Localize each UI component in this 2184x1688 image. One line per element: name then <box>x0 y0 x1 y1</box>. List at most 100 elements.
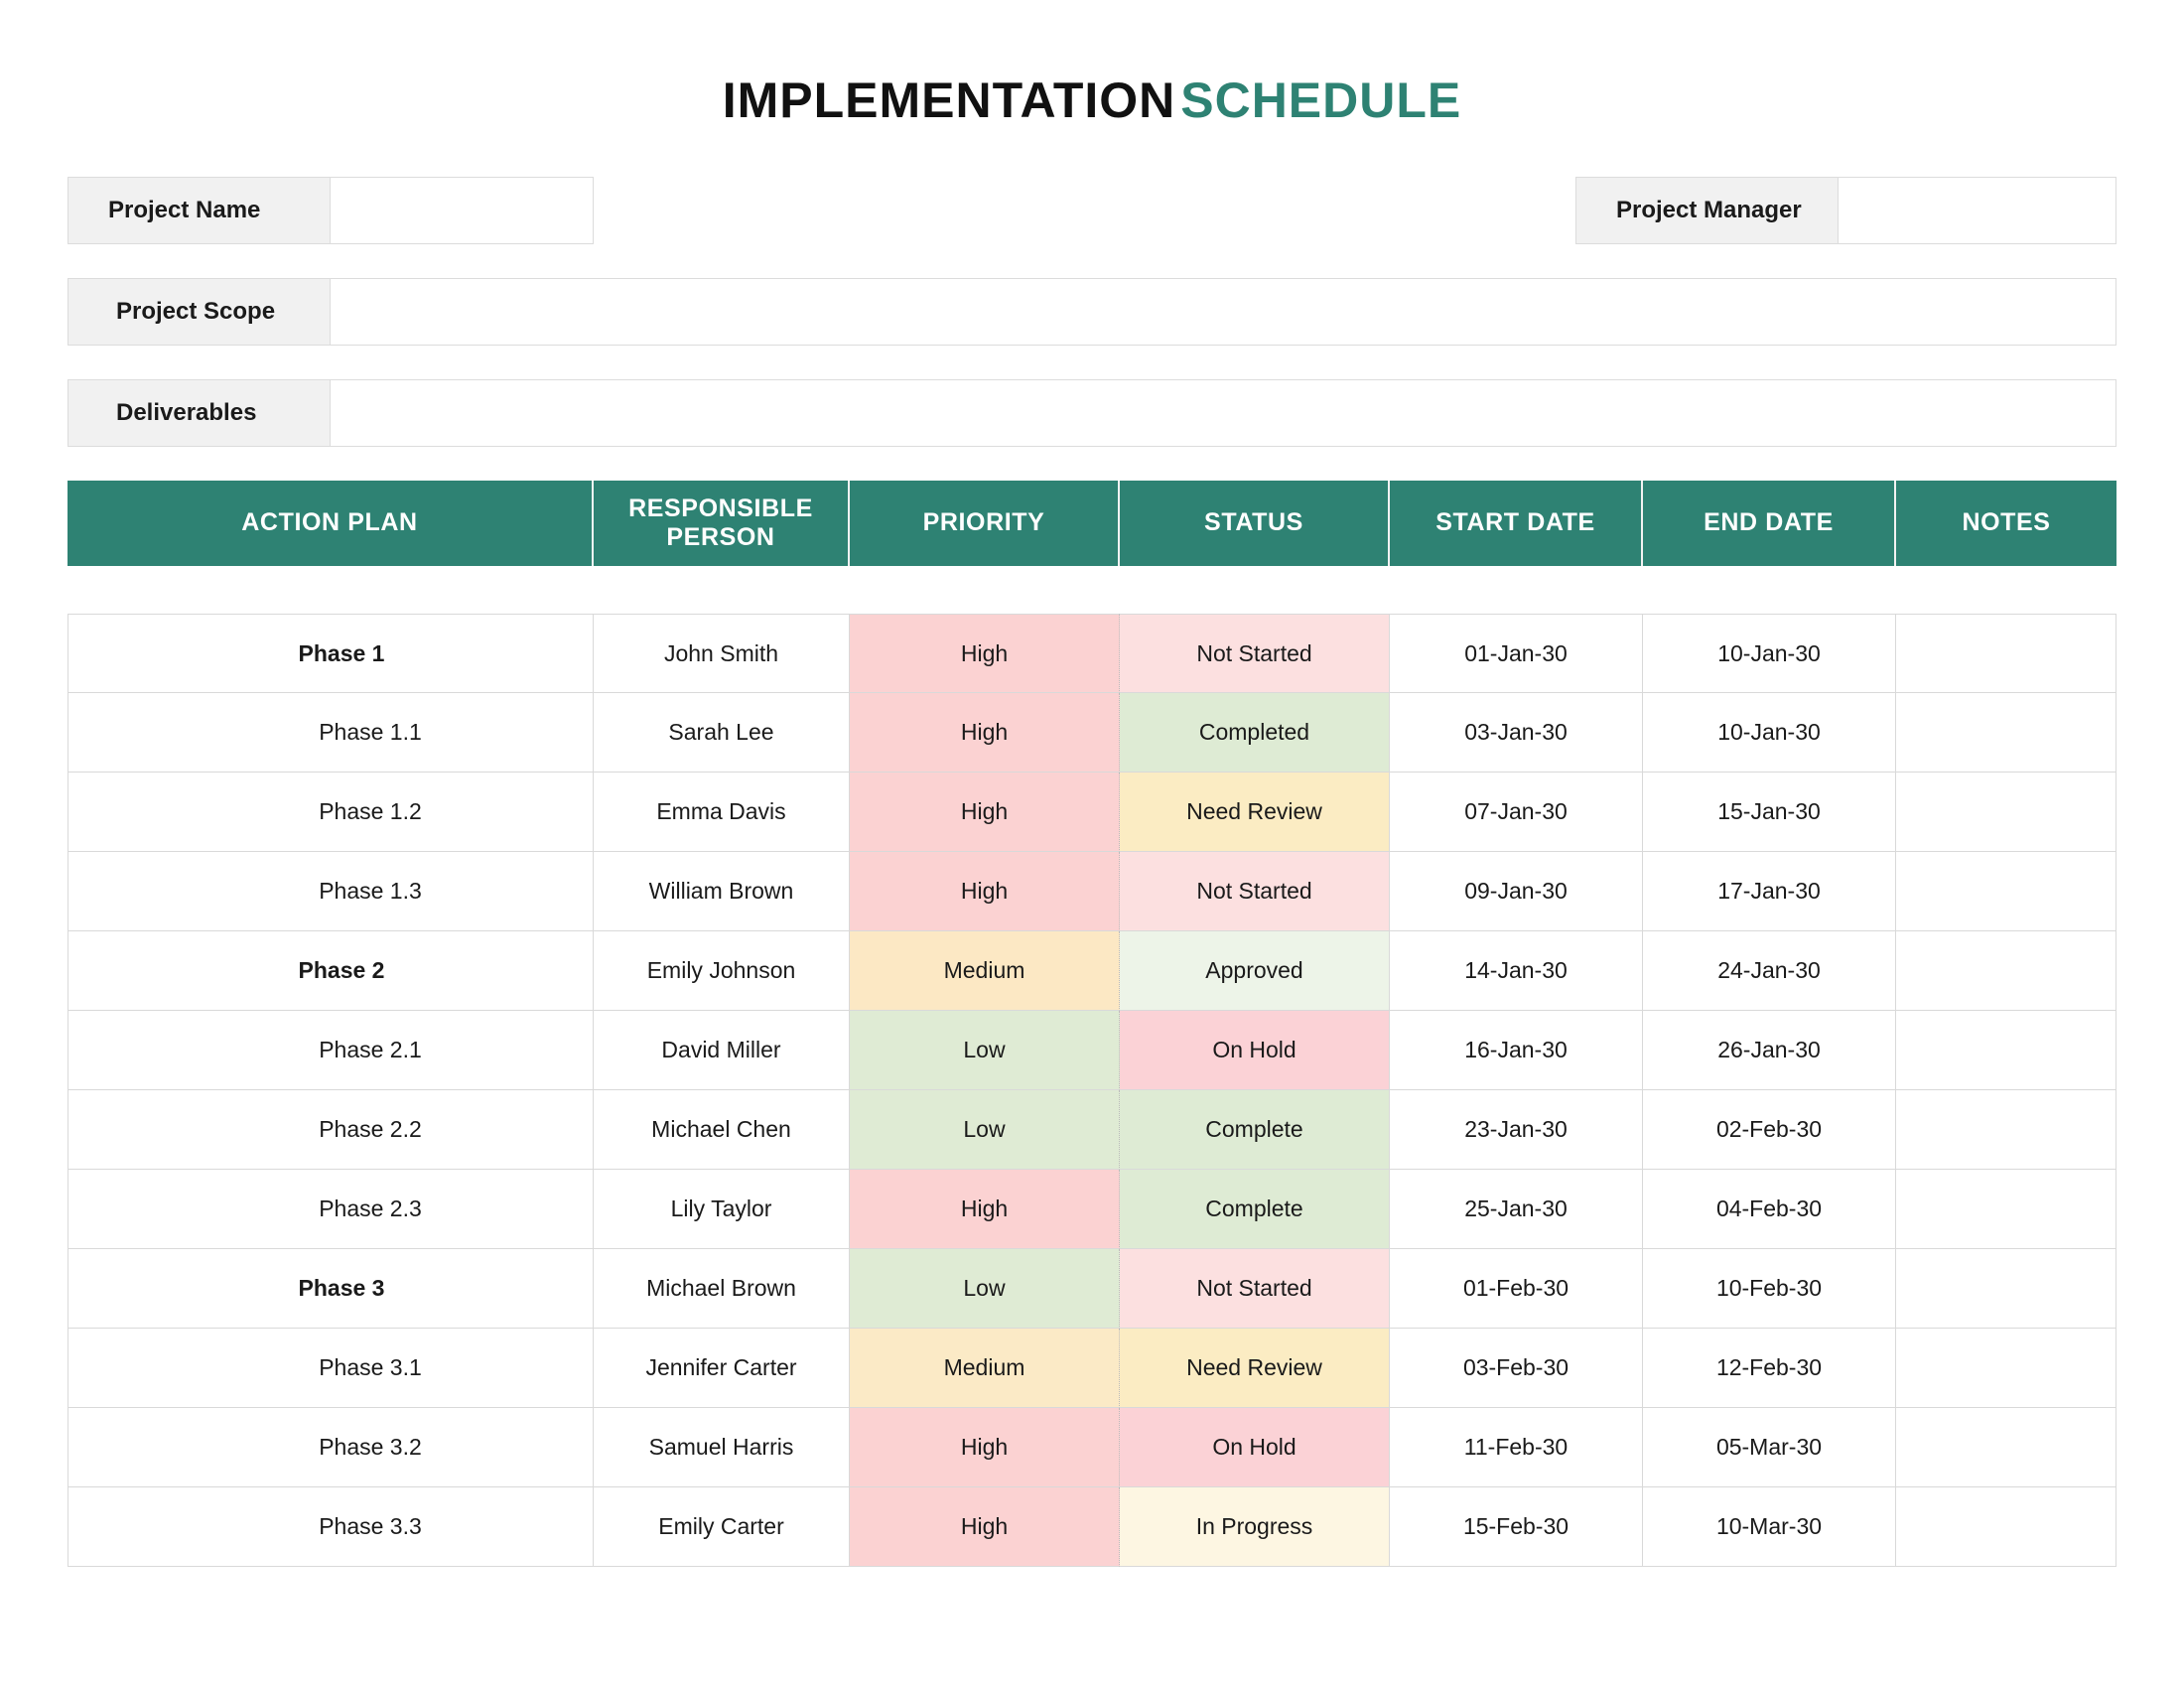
table-row: Phase 3 Michael Brown Low Not Started 01-Feb… <box>68 1249 2116 1329</box>
cell-action-plan[interactable]: Phase 3.1 <box>68 1329 594 1408</box>
cell-end-date[interactable]: 24-Jan-30 <box>1643 931 1896 1011</box>
cell-status[interactable]: Need Review <box>1120 773 1390 852</box>
cell-priority[interactable]: High <box>850 693 1120 773</box>
column-header-notes[interactable]: NOTES <box>1896 481 2116 566</box>
cell-start-date[interactable]: 23-Jan-30 <box>1390 1090 1643 1170</box>
cell-status[interactable]: Complete <box>1120 1090 1390 1170</box>
cell-start-date[interactable]: 09-Jan-30 <box>1390 852 1643 931</box>
cell-status[interactable]: Not Started <box>1120 614 1390 693</box>
cell-action-plan[interactable]: Phase 2.3 <box>68 1170 594 1249</box>
cell-priority[interactable]: High <box>850 852 1120 931</box>
cell-status[interactable]: Approved <box>1120 931 1390 1011</box>
cell-status[interactable]: On Hold <box>1120 1011 1390 1090</box>
cell-start-date[interactable]: 01-Jan-30 <box>1390 614 1643 693</box>
column-header-action-plan[interactable]: ACTION PLAN <box>68 481 594 566</box>
cell-priority[interactable]: High <box>850 1487 1120 1567</box>
cell-priority[interactable]: Medium <box>850 931 1120 1011</box>
column-header-start-date[interactable]: START DATE <box>1390 481 1643 566</box>
cell-priority[interactable]: High <box>850 1408 1120 1487</box>
cell-start-date[interactable]: 03-Jan-30 <box>1390 693 1643 773</box>
cell-notes[interactable] <box>1896 1249 2116 1329</box>
cell-action-plan[interactable]: Phase 2.1 <box>68 1011 594 1090</box>
column-header-end-date[interactable]: END DATE <box>1643 481 1896 566</box>
cell-action-plan[interactable]: Phase 2 <box>68 931 594 1011</box>
cell-status[interactable]: Not Started <box>1120 852 1390 931</box>
cell-end-date[interactable]: 17-Jan-30 <box>1643 852 1896 931</box>
cell-responsible-person[interactable]: Lily Taylor <box>594 1170 850 1249</box>
cell-responsible-person[interactable]: Michael Brown <box>594 1249 850 1329</box>
cell-action-plan[interactable]: Phase 2.2 <box>68 1090 594 1170</box>
cell-end-date[interactable]: 26-Jan-30 <box>1643 1011 1896 1090</box>
cell-responsible-person[interactable]: Emily Johnson <box>594 931 850 1011</box>
table-row: Phase 2.2 Michael Chen Low Complete 23-Jan-3… <box>68 1090 2116 1170</box>
cell-status[interactable]: Complete <box>1120 1170 1390 1249</box>
cell-status[interactable]: Not Started <box>1120 1249 1390 1329</box>
project-scope-input[interactable] <box>331 278 2116 346</box>
cell-notes[interactable] <box>1896 1329 2116 1408</box>
cell-responsible-person[interactable]: David Miller <box>594 1011 850 1090</box>
cell-start-date[interactable]: 25-Jan-30 <box>1390 1170 1643 1249</box>
column-header-status[interactable]: STATUS <box>1120 481 1390 566</box>
spacer-row <box>68 566 2116 614</box>
cell-start-date[interactable]: 03-Feb-30 <box>1390 1329 1643 1408</box>
cell-start-date[interactable]: 01-Feb-30 <box>1390 1249 1643 1329</box>
cell-action-plan[interactable]: Phase 1.3 <box>68 852 594 931</box>
cell-responsible-person[interactable]: Samuel Harris <box>594 1408 850 1487</box>
cell-action-plan[interactable]: Phase 1.2 <box>68 773 594 852</box>
cell-action-plan[interactable]: Phase 3.3 <box>68 1487 594 1567</box>
cell-start-date[interactable]: 11-Feb-30 <box>1390 1408 1643 1487</box>
cell-priority[interactable]: Medium <box>850 1329 1120 1408</box>
cell-responsible-person[interactable]: John Smith <box>594 614 850 693</box>
cell-end-date[interactable]: 12-Feb-30 <box>1643 1329 1896 1408</box>
project-name-input[interactable] <box>331 177 594 244</box>
cell-action-plan[interactable]: Phase 1.1 <box>68 693 594 773</box>
cell-priority[interactable]: Low <box>850 1249 1120 1329</box>
cell-notes[interactable] <box>1896 852 2116 931</box>
cell-end-date[interactable]: 10-Jan-30 <box>1643 614 1896 693</box>
cell-end-date[interactable]: 04-Feb-30 <box>1643 1170 1896 1249</box>
cell-priority[interactable]: High <box>850 1170 1120 1249</box>
cell-notes[interactable] <box>1896 1408 2116 1487</box>
cell-notes[interactable] <box>1896 1487 2116 1567</box>
cell-action-plan[interactable]: Phase 3.2 <box>68 1408 594 1487</box>
cell-priority[interactable]: High <box>850 773 1120 852</box>
cell-action-plan[interactable]: Phase 3 <box>68 1249 594 1329</box>
cell-end-date[interactable]: 05-Mar-30 <box>1643 1408 1896 1487</box>
cell-notes[interactable] <box>1896 693 2116 773</box>
column-header-priority[interactable]: PRIORITY <box>850 481 1120 566</box>
cell-end-date[interactable]: 02-Feb-30 <box>1643 1090 1896 1170</box>
deliverables-input[interactable] <box>331 379 2116 447</box>
cell-priority[interactable]: Low <box>850 1090 1120 1170</box>
cell-end-date[interactable]: 10-Mar-30 <box>1643 1487 1896 1567</box>
cell-action-plan[interactable]: Phase 1 <box>68 614 594 693</box>
cell-start-date[interactable]: 07-Jan-30 <box>1390 773 1643 852</box>
cell-notes[interactable] <box>1896 1090 2116 1170</box>
cell-notes[interactable] <box>1896 1170 2116 1249</box>
page-title: IMPLEMENTATION SCHEDULE <box>0 0 2184 129</box>
cell-end-date[interactable]: 15-Jan-30 <box>1643 773 1896 852</box>
cell-responsible-person[interactable]: Emma Davis <box>594 773 850 852</box>
column-header-responsible-person[interactable]: RESPONSIBLE PERSON <box>594 481 850 566</box>
cell-status[interactable]: In Progress <box>1120 1487 1390 1567</box>
cell-status[interactable]: On Hold <box>1120 1408 1390 1487</box>
cell-notes[interactable] <box>1896 1011 2116 1090</box>
cell-notes[interactable] <box>1896 614 2116 693</box>
cell-start-date[interactable]: 16-Jan-30 <box>1390 1011 1643 1090</box>
cell-priority[interactable]: Low <box>850 1011 1120 1090</box>
cell-notes[interactable] <box>1896 773 2116 852</box>
cell-end-date[interactable]: 10-Jan-30 <box>1643 693 1896 773</box>
cell-responsible-person[interactable]: Jennifer Carter <box>594 1329 850 1408</box>
cell-end-date[interactable]: 10-Feb-30 <box>1643 1249 1896 1329</box>
cell-responsible-person[interactable]: Sarah Lee <box>594 693 850 773</box>
cell-status[interactable]: Completed <box>1120 693 1390 773</box>
cell-priority[interactable]: High <box>850 614 1120 693</box>
cell-status[interactable]: Need Review <box>1120 1329 1390 1408</box>
schedule-table-head: ACTION PLAN RESPONSIBLE PERSON PRIORITY … <box>68 481 2116 566</box>
cell-responsible-person[interactable]: Michael Chen <box>594 1090 850 1170</box>
cell-start-date[interactable]: 15-Feb-30 <box>1390 1487 1643 1567</box>
project-manager-input[interactable] <box>1839 177 2116 244</box>
cell-notes[interactable] <box>1896 931 2116 1011</box>
cell-start-date[interactable]: 14-Jan-30 <box>1390 931 1643 1011</box>
cell-responsible-person[interactable]: Emily Carter <box>594 1487 850 1567</box>
cell-responsible-person[interactable]: William Brown <box>594 852 850 931</box>
